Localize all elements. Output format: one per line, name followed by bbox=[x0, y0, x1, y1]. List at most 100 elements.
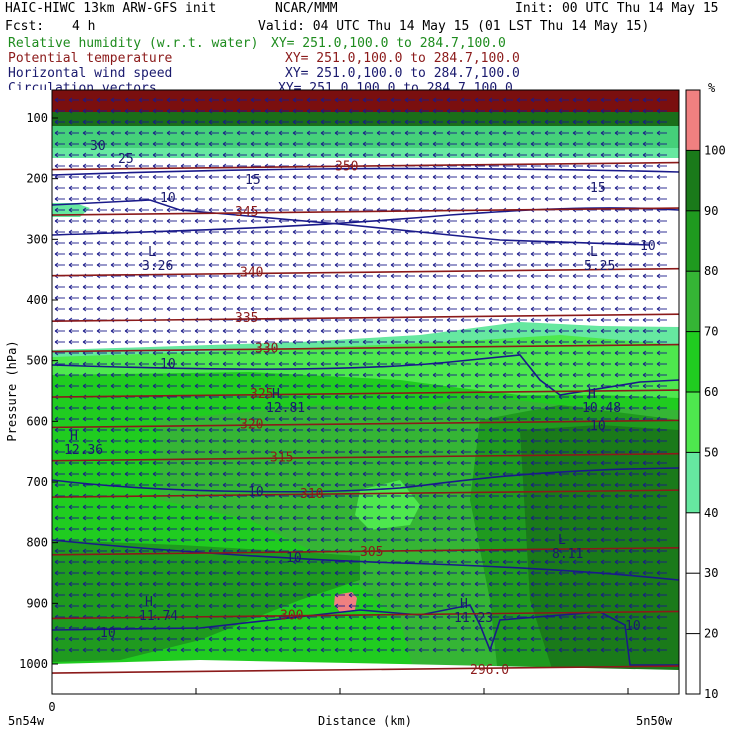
wind-label: 10 bbox=[160, 191, 176, 206]
theta-label: 335 bbox=[235, 311, 258, 326]
colorbar-segment bbox=[686, 573, 700, 634]
extremum-marker: H bbox=[460, 597, 468, 612]
field-theta-xy: XY= 251.0,100.0 to 284.7,100.0 bbox=[285, 51, 520, 66]
colorbar-segment bbox=[686, 512, 700, 574]
y-axis-label: Pressure (hPa) bbox=[5, 340, 19, 441]
wind-label: 10 bbox=[590, 419, 606, 434]
colorbar-label: 80 bbox=[704, 264, 718, 278]
theta-label: 315 bbox=[270, 451, 293, 466]
y-tick-label: 100 bbox=[26, 111, 48, 125]
theta-label: 340 bbox=[240, 266, 263, 281]
wind-contour-5 bbox=[52, 207, 679, 236]
theta-label: 350 bbox=[335, 160, 358, 175]
colorbar-segment bbox=[686, 633, 700, 694]
wind-label: 10 bbox=[640, 239, 656, 254]
extremum-marker: L bbox=[148, 245, 156, 260]
y-tick-label: 800 bbox=[26, 536, 48, 550]
wind-contour-6 bbox=[52, 167, 679, 176]
colorbar-segment bbox=[686, 271, 700, 332]
wind-speed-contours bbox=[52, 167, 679, 666]
extremum-value: 11.74 bbox=[139, 609, 178, 624]
y-tick-label: 600 bbox=[26, 414, 48, 428]
wind-label: 10 bbox=[286, 551, 302, 566]
rh-90-lower-left bbox=[52, 540, 360, 662]
wind-label: 10 bbox=[248, 485, 264, 500]
fcst-value: 4 h bbox=[72, 19, 96, 34]
wind-label: 10 bbox=[625, 619, 641, 634]
wind-contour-2 bbox=[52, 539, 679, 581]
init-time: Init: 00 UTC Thu 14 May 15 bbox=[515, 1, 719, 16]
colorbar-segment bbox=[686, 90, 700, 151]
colorbar-label: 90 bbox=[704, 204, 718, 218]
rh-band-mid bbox=[52, 126, 679, 148]
extremum-value: 5.25 bbox=[584, 259, 615, 274]
field-wind-name: Horizontal wind speed bbox=[8, 66, 173, 81]
contour-labels: 300 305 310 315 320 325 330 335 340 345 350 296.0 10… bbox=[64, 139, 656, 678]
wind-label: 15 bbox=[590, 181, 606, 196]
extremum-marker: H bbox=[588, 387, 596, 402]
wind-contour-3 bbox=[52, 604, 679, 666]
rh-band-upper bbox=[52, 112, 679, 126]
colorbar-label: 30 bbox=[704, 566, 718, 580]
field-theta-name: Potential temperature bbox=[8, 51, 173, 66]
field-rh-name: Relative humidity (w.r.t. water) bbox=[8, 36, 259, 51]
extremum-value: 10.48 bbox=[582, 401, 621, 416]
theta-label: 300 bbox=[280, 608, 303, 623]
theta-label: 345 bbox=[235, 205, 258, 220]
colorbar: 100 90 80 70 60 50 40 30 20 10% bbox=[685, 81, 726, 740]
extremum-value: 8.11 bbox=[552, 547, 583, 562]
rh-top-band bbox=[52, 90, 679, 112]
y-tick-label: 400 bbox=[26, 293, 48, 307]
colorbar-segment bbox=[686, 452, 700, 513]
plot-frame bbox=[51, 89, 680, 695]
fcst-label: Fcst: bbox=[5, 19, 45, 34]
colorbar-label: 20 bbox=[704, 627, 718, 641]
extremum-value: 12.81 bbox=[266, 401, 305, 416]
colorbar-label: 70 bbox=[704, 325, 718, 339]
extremum-value: 3.26 bbox=[142, 259, 173, 274]
valid-time: Valid: 04 UTC Thu 14 May 15 (01 LST Thu … bbox=[258, 19, 650, 34]
colorbar-segment bbox=[686, 150, 700, 211]
wind-contour-4 bbox=[52, 199, 651, 246]
potential-temperature-contours bbox=[52, 161, 679, 674]
extremum-value: 12.36 bbox=[64, 443, 103, 458]
theta-label: 325 bbox=[250, 387, 273, 402]
y-tick-label: 1000 bbox=[19, 657, 48, 671]
x-right-location: 5n50w bbox=[636, 714, 673, 728]
theta-label: 296.0 bbox=[470, 663, 509, 678]
org-label: NCAR/MMM bbox=[275, 1, 338, 16]
axes: 1002003004005006007008009001000Pressure … bbox=[5, 111, 673, 728]
extremum-marker: H bbox=[272, 387, 280, 402]
theta-label: 320 bbox=[240, 417, 263, 432]
x-left-location: 5n54w bbox=[8, 714, 45, 728]
field-rh-xy: XY= 251.0,100.0 to 284.7,100.0 bbox=[271, 36, 506, 51]
y-tick-label: 200 bbox=[26, 172, 48, 186]
colorbar-label: 40 bbox=[704, 506, 718, 520]
colorbar-segment bbox=[686, 694, 700, 740]
theta-label: 310 bbox=[300, 487, 323, 502]
y-tick-label: 700 bbox=[26, 475, 48, 489]
wind-label: 25 bbox=[118, 152, 134, 167]
field-wind-xy: XY= 251.0,100.0 to 284.7,100.0 bbox=[285, 66, 520, 81]
field-vectors-xy: XY= 251.0,100.0 to 284.7,100.0 bbox=[278, 81, 513, 90]
extremum-marker: L bbox=[558, 533, 566, 548]
wind-label: 15 bbox=[245, 173, 261, 188]
extremum-marker: H bbox=[70, 429, 78, 444]
wind-contour-0 bbox=[52, 354, 679, 396]
colorbar-label: 100 bbox=[704, 143, 726, 157]
wind-label: 10 bbox=[100, 626, 116, 641]
colorbar-unit: % bbox=[708, 81, 716, 95]
y-tick-label: 900 bbox=[26, 596, 48, 610]
colorbar-label: 50 bbox=[704, 445, 718, 459]
colorbar-segment bbox=[686, 392, 700, 453]
wind-contour-1 bbox=[52, 467, 679, 493]
wind-label: 10 bbox=[160, 357, 176, 372]
colorbar-segment bbox=[686, 210, 700, 272]
field-vectors-name: Circulation vectors bbox=[8, 81, 157, 90]
x-tick-label: 0 bbox=[48, 700, 55, 714]
colorbar-segment bbox=[686, 331, 700, 392]
x-axis-label: Distance (km) bbox=[318, 714, 412, 728]
theta-label: 305 bbox=[360, 545, 383, 560]
y-tick-label: 500 bbox=[26, 354, 48, 368]
